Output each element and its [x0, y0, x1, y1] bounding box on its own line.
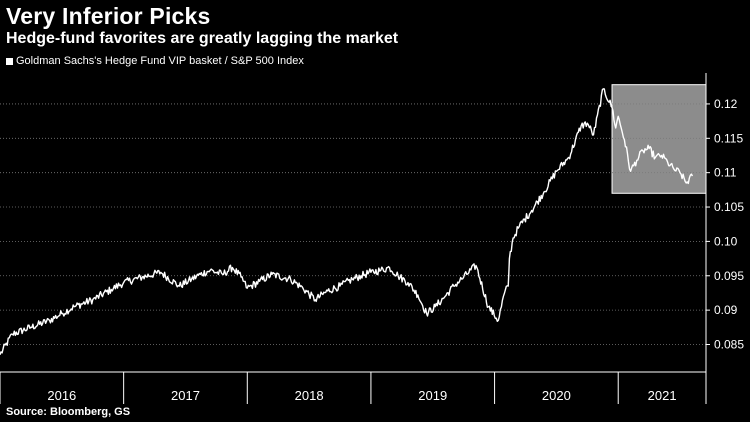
- legend: Goldman Sachs's Hedge Fund VIP basket / …: [6, 55, 304, 67]
- x-tick-label: 2021: [648, 388, 677, 403]
- y-tick-label: 0.115: [714, 131, 743, 145]
- chart-title: Very Inferior Picks: [6, 3, 211, 29]
- y-tick-label: 0.09: [714, 303, 738, 317]
- highlight-box: [611, 84, 707, 194]
- legend-swatch: [6, 57, 13, 65]
- x-tick-label: 2017: [171, 388, 200, 403]
- y-tick-label: 0.105: [714, 200, 744, 214]
- y-tick-label: 0.11: [714, 166, 737, 180]
- x-tick-label: 2016: [47, 388, 76, 403]
- y-tick-label: 0.085: [714, 338, 744, 352]
- x-tick-label: 2018: [295, 388, 324, 403]
- x-tick-label: 2019: [418, 388, 447, 403]
- y-tick-label: 0.12: [714, 97, 738, 111]
- series-line: [0, 88, 694, 356]
- source-note: Source: Bloomberg, GS: [6, 406, 131, 418]
- y-tick-label: 0.095: [714, 269, 744, 283]
- chart-subtitle: Hedge-fund favorites are greatly lagging…: [6, 30, 399, 47]
- y-tick-label: 0.10: [714, 234, 738, 248]
- legend-label: Goldman Sachs's Hedge Fund VIP basket / …: [16, 55, 304, 67]
- x-tick-label: 2020: [542, 388, 571, 403]
